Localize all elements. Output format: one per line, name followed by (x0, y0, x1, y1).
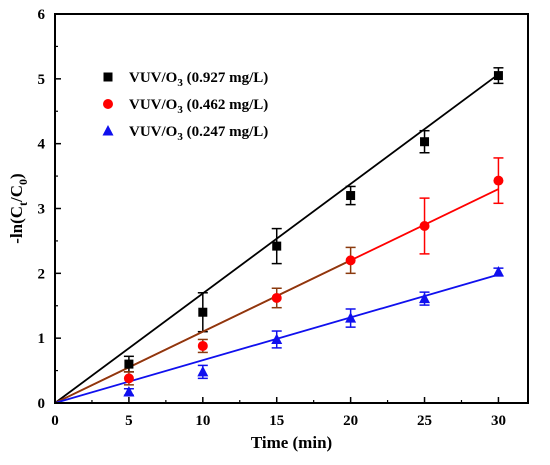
legend-label-main: VUV/O (129, 70, 177, 86)
data-markers (123, 71, 504, 397)
data-point-triangle (345, 312, 357, 323)
fit-lines (54, 73, 499, 404)
data-point-circle (493, 175, 504, 186)
data-point-triangle (123, 385, 135, 397)
x-tick-label: 10 (195, 413, 210, 429)
y-axis-title-sub-0: 0 (16, 179, 30, 185)
legend-label-sub: 3 (177, 77, 183, 89)
y-axis-title-mid: /C (7, 185, 26, 203)
x-tick-label: 20 (343, 413, 358, 429)
data-point-square (124, 359, 134, 369)
legend-label-conc: (0.927 mg/L) (183, 70, 268, 86)
legend-label: VUV/O3 (0.247 mg/L) (129, 124, 268, 143)
y-tick-label: 3 (38, 202, 46, 218)
fit-line-0 (54, 73, 499, 404)
legend-label-main: VUV/O (129, 124, 177, 140)
data-point-triangle (271, 333, 283, 344)
data-point-circle (345, 255, 356, 266)
x-tick-label: 25 (417, 413, 432, 429)
y-tick-label: 6 (38, 7, 46, 23)
data-point-circle (419, 221, 430, 232)
y-axis-title: -ln(Ct/C0) (7, 173, 30, 243)
y-tick-label: 5 (38, 72, 46, 88)
axis-ticks: 0 5 10 15 20 25 30 0 1 2 3 4 5 6 (38, 7, 506, 429)
legend-label: VUV/O3 (0.927 mg/L) (129, 70, 268, 89)
y-axis-title-sub-t: t (16, 202, 30, 206)
data-point-square (493, 71, 503, 81)
legend-label-conc: (0.247 mg/L) (183, 124, 268, 140)
y-tick-label: 1 (38, 331, 46, 347)
y-axis-title-end: ) (7, 173, 26, 179)
data-point-triangle (492, 266, 504, 277)
data-point-triangle (197, 365, 209, 377)
legend-label-main: VUV/O (129, 97, 177, 113)
x-axis-title: Time (min) (251, 433, 332, 452)
legend-label-conc: (0.462 mg/L) (183, 97, 268, 113)
legend: VUV/O3 (0.927 mg/L)VUV/O3 (0.462 mg/L)VU… (102, 70, 268, 143)
error-bars (123, 67, 504, 396)
legend-label-sub: 3 (177, 104, 183, 116)
x-tick-label: 0 (51, 413, 59, 429)
y-tick-label: 0 (38, 396, 46, 412)
x-tick-label: 30 (491, 413, 506, 429)
data-point-square (272, 241, 282, 251)
y-tick-label: 4 (38, 137, 46, 153)
data-point-circle (271, 292, 282, 303)
fit-overlay-line-1 (54, 259, 352, 404)
data-point-square (420, 137, 430, 147)
data-point-circle (197, 340, 208, 351)
x-tick-label: 15 (269, 413, 284, 429)
data-point-triangle (419, 292, 431, 304)
data-point-square (346, 191, 356, 201)
legend-label-sub: 3 (177, 131, 183, 143)
legend-marker-triangle (102, 125, 114, 136)
x-tick-label: 5 (125, 413, 133, 429)
legend-marker-square (103, 72, 113, 82)
data-point-circle (123, 373, 134, 384)
y-axis-title-base: -ln(C (7, 206, 26, 244)
y-tick-label: 2 (38, 266, 46, 282)
legend-marker-circle (103, 99, 113, 109)
data-point-square (198, 307, 208, 317)
legend-label: VUV/O3 (0.462 mg/L) (129, 97, 268, 116)
